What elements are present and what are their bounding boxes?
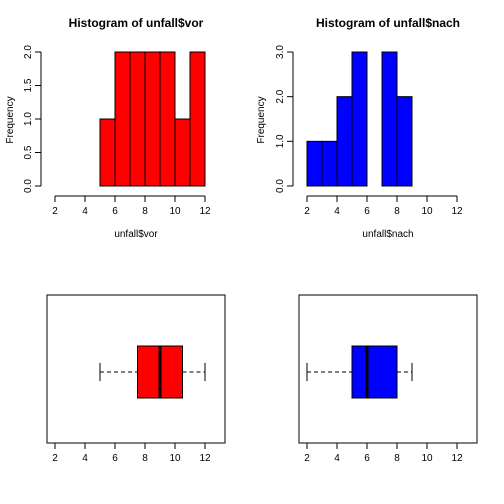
boxplot-vor-frame [46, 294, 226, 444]
boxplot-vor-x-tick-label: 2 [52, 453, 58, 464]
histogram-nach-xlabel: unfall$nach [362, 229, 413, 240]
histogram-vor-bar [144, 51, 161, 187]
histogram-nach-bar [321, 140, 338, 187]
histogram-nach-x-tick-label: 6 [364, 206, 370, 217]
histogram-nach-ylabel: Frequency [256, 96, 267, 143]
boxplot-vor-x-tick-label: 4 [82, 453, 88, 464]
histogram-vor-x-tick-label: 4 [82, 206, 88, 217]
histogram-nach-x-tick-label: 2 [304, 206, 310, 217]
boxplot-nach-x-tick-label: 4 [334, 453, 340, 464]
histogram-vor-panel: Histogram of unfall$vor unfall$vor Frequ… [5, 16, 211, 240]
histogram-vor-x-tick-label: 8 [142, 206, 148, 217]
histogram-nach-bar [381, 51, 398, 187]
boxplot-nach-panel: 2 4 6 8 10 12 [298, 294, 478, 464]
histogram-vor-bar [99, 118, 116, 187]
histogram-nach-bar [351, 51, 368, 187]
histogram-vor-xlabel: unfall$vor [114, 229, 158, 240]
histogram-vor-bar [159, 51, 176, 187]
boxplot-vor-x-tick-label: 8 [142, 453, 148, 464]
boxplot-nach-iqr-box [351, 345, 398, 399]
boxplot-vor-x-tick-label: 6 [112, 453, 118, 464]
histogram-vor-x-tick-label: 10 [169, 206, 181, 217]
boxplot-nach-x-tick-label: 8 [394, 453, 400, 464]
histogram-vor-ylabel: Frequency [5, 96, 16, 143]
histogram-vor-bar [189, 51, 206, 187]
boxplot-vor-x-tick-label: 12 [199, 453, 211, 464]
boxplot-nach-x-tick-label: 12 [451, 453, 463, 464]
histogram-vor-x-tick-label: 2 [52, 206, 58, 217]
histogram-nach-x-tick-label: 12 [451, 206, 463, 217]
histogram-vor-x-tick-label: 6 [112, 206, 118, 217]
boxplot-nach-x-tick-label: 10 [421, 453, 433, 464]
histogram-vor-bar [129, 51, 146, 187]
boxplot-nach-x-tick-label: 6 [364, 453, 370, 464]
histogram-nach-x-tick-label: 10 [421, 206, 433, 217]
histogram-vor-bar [114, 51, 131, 187]
histogram-vor-bar [174, 118, 191, 187]
boxplot-vor-panel: 2 4 6 8 10 12 [46, 294, 226, 464]
histogram-vor-title: Histogram of unfall$vor [69, 16, 204, 30]
histogram-nach-y-tick-label: 3.0 [275, 45, 286, 59]
histogram-nach-x-tick-label: 4 [334, 206, 340, 217]
boxplot-nach-x-tick-label: 2 [304, 453, 310, 464]
histogram-nach-bar [336, 96, 353, 187]
histogram-nach-title: Histogram of unfall$nach [316, 16, 460, 30]
histogram-vor-y-tick-label: 1.5 [23, 78, 34, 92]
histogram-vor-y-tick-label: 0.0 [23, 179, 34, 193]
histogram-vor-y-tick-label: 1.0 [23, 112, 34, 126]
histogram-nach-y-tick-label: 0.0 [275, 179, 286, 193]
histogram-nach-bar [396, 96, 413, 187]
histogram-nach-bar [306, 140, 323, 187]
histogram-nach-y-tick-label: 2.0 [275, 89, 286, 103]
histogram-vor-x-tick-label: 12 [199, 206, 211, 217]
boxplot-vor-x-tick-label: 10 [169, 453, 181, 464]
histogram-vor-y-tick-label: 2.0 [23, 45, 34, 59]
histogram-nach-y-tick-label: 1.0 [275, 134, 286, 148]
histogram-vor-y-tick-label: 0.5 [23, 145, 34, 159]
histogram-nach-x-tick-label: 8 [394, 206, 400, 217]
histogram-nach-panel: Histogram of unfall$nach unfall$nach Fre… [256, 16, 463, 240]
